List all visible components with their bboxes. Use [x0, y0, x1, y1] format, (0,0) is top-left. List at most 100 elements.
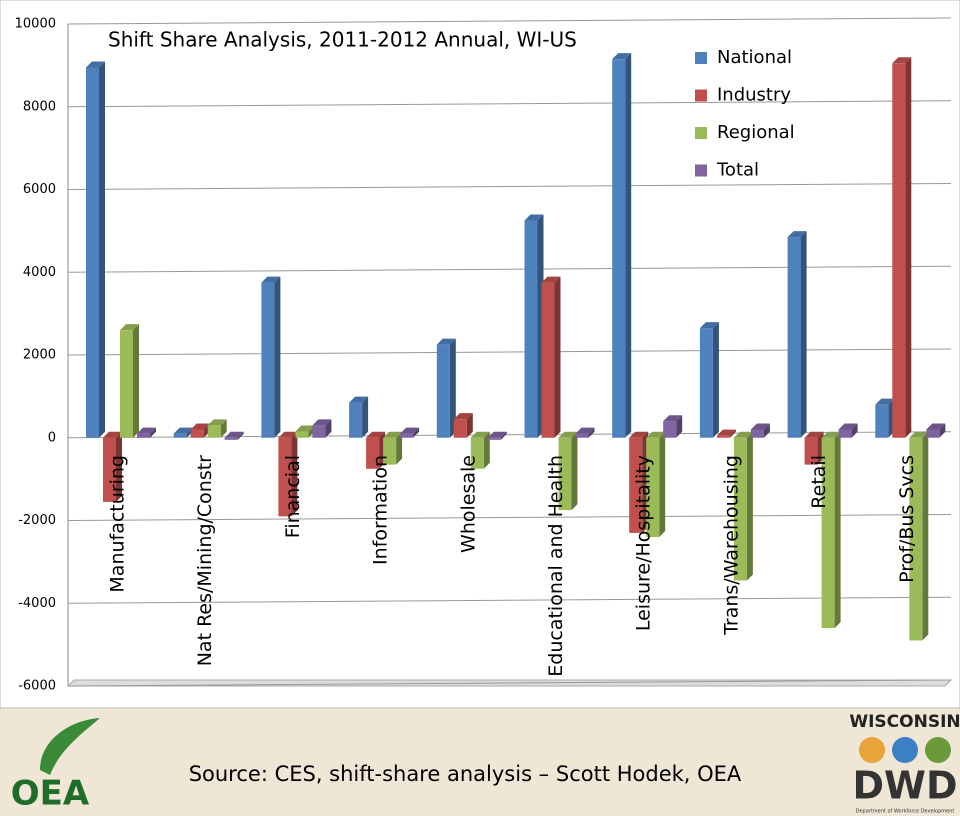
- x-tick-label: Leisure/Hospitality: [633, 455, 655, 631]
- bar-top: [137, 427, 156, 434]
- source-note: Source: CES, shift-share analysis – Scot…: [189, 762, 742, 786]
- bar-side: [729, 429, 736, 438]
- bar-top: [261, 276, 281, 283]
- bar: [558, 437, 572, 511]
- y-tick-label: -6000: [18, 679, 56, 694]
- bar-top: [663, 415, 683, 422]
- bar: [541, 282, 555, 438]
- y-tick-label: 0: [48, 430, 56, 445]
- bar-top: [173, 427, 193, 434]
- bar-side: [500, 431, 507, 440]
- bar-side: [939, 423, 946, 438]
- bar-side: [746, 431, 753, 581]
- grid-line: [67, 679, 952, 687]
- bar-side: [763, 423, 770, 438]
- bar-side: [625, 53, 632, 438]
- legend-label: Industry: [717, 85, 791, 106]
- bar-side: [800, 231, 807, 438]
- bar-top: [821, 431, 841, 438]
- y-tick-label: 8000: [23, 99, 56, 114]
- bar: [103, 437, 116, 502]
- bar-top: [312, 419, 332, 426]
- bar-side: [362, 396, 369, 438]
- grid-line: [67, 596, 952, 604]
- chart: -6000 -4000 -2000 0 2000 4000 6000 8000 10000 Man…: [15, 17, 953, 694]
- bar-top: [612, 53, 632, 60]
- bar-top: [541, 276, 561, 283]
- bar-top: [86, 61, 105, 68]
- bar-top: [487, 431, 507, 438]
- bar-top: [804, 431, 824, 438]
- bar-side: [325, 419, 332, 438]
- x-tick-label: Financial: [282, 455, 304, 538]
- bar: [487, 437, 501, 440]
- bar: [838, 429, 852, 438]
- bar-top: [470, 431, 490, 438]
- bar-top: [400, 427, 420, 434]
- y-tick-label: 6000: [23, 182, 56, 197]
- logo-oea: OEA: [11, 774, 90, 814]
- legend-swatch: [695, 164, 707, 177]
- bar: [470, 437, 484, 469]
- bar-top: [349, 396, 369, 403]
- bar-top: [909, 431, 929, 438]
- bar-side: [571, 431, 578, 511]
- bar-side: [466, 413, 473, 438]
- bar: [892, 63, 906, 438]
- bar: [875, 404, 889, 438]
- bar-side: [413, 427, 420, 438]
- bar-side: [237, 431, 244, 440]
- bar: [190, 429, 204, 438]
- x-tick-label: Nat Res/Mining/Constr: [194, 455, 216, 666]
- bar-top: [926, 423, 946, 430]
- bar-side: [449, 338, 456, 438]
- bar-top: [629, 431, 649, 438]
- bar-top: [875, 398, 895, 405]
- bar: [173, 433, 187, 438]
- y-tick-label: 2000: [23, 348, 56, 363]
- bar-top: [787, 231, 807, 238]
- bar-top: [383, 431, 403, 438]
- bar-top: [838, 423, 858, 430]
- bar: [612, 59, 626, 438]
- y-tick-label: 10000: [15, 17, 56, 32]
- bar-top: [366, 431, 386, 438]
- y-tick-label: 4000: [23, 265, 56, 280]
- bar: [524, 220, 538, 438]
- bar: [261, 282, 275, 438]
- bar: [909, 437, 923, 641]
- bar-side: [676, 415, 683, 438]
- legend-label: Total: [716, 160, 759, 181]
- logo-dwd: DWD: [852, 764, 957, 808]
- bar: [575, 433, 589, 438]
- bar-top: [103, 431, 122, 438]
- bar: [86, 67, 99, 438]
- y-tick-label: -2000: [18, 513, 56, 528]
- bar: [366, 437, 380, 469]
- x-tick-label: Prof/Bus Svcs: [896, 455, 918, 583]
- bar-top: [558, 431, 578, 438]
- bar-side: [712, 322, 719, 438]
- bar: [383, 437, 397, 465]
- x-tick-label: Manufacturing: [107, 455, 129, 593]
- logo-sub: Department of Workforce Development: [856, 809, 955, 815]
- legend-swatch: [695, 127, 707, 139]
- bar-top: [295, 425, 315, 432]
- bar: [804, 437, 818, 465]
- bar: [750, 429, 764, 438]
- bar-side: [291, 431, 298, 517]
- bar: [646, 437, 660, 538]
- bar-side: [851, 423, 858, 438]
- legend-swatch: [695, 89, 707, 102]
- bar-top: [646, 431, 666, 438]
- bar: [349, 402, 363, 438]
- bar: [295, 431, 309, 438]
- bar: [733, 437, 747, 581]
- x-tick-label: Retail: [808, 455, 830, 509]
- bar: [787, 237, 801, 438]
- bar: [224, 437, 238, 440]
- bar: [278, 437, 292, 517]
- bar-top: [278, 431, 298, 438]
- bar-top: [733, 431, 753, 438]
